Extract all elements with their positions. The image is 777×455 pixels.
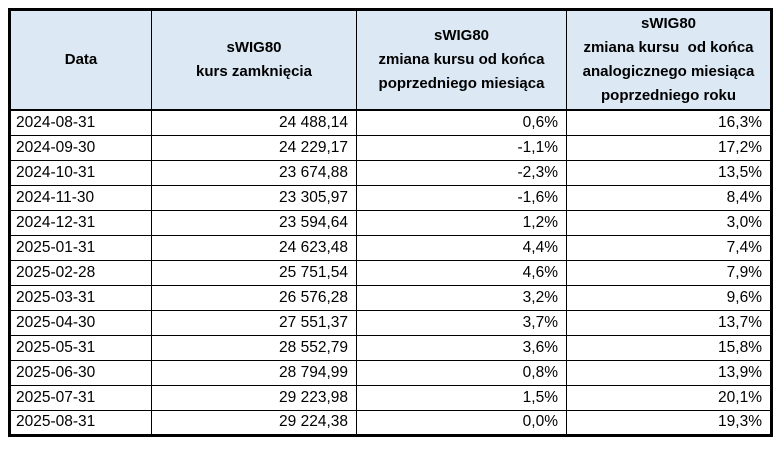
mom-change-cell: 3,7% [356,309,567,336]
yoy-change-cell: 13,9% [566,359,772,386]
header-date: Data [9,9,152,111]
yoy-change-cell: 7,4% [566,234,772,261]
mom-change-cell: -1,1% [356,134,567,161]
date-cell: 2024-10-31 [9,159,152,186]
mom-change-cell: -1,6% [356,184,567,211]
table-row: 2024-11-30 23 305,97 -1,6% 8,4% [9,184,772,211]
date-cell: 2025-05-31 [9,334,152,361]
yoy-change-cell: 19,3% [566,409,772,436]
table-row: 2025-07-31 29 223,98 1,5% 20,1% [9,384,772,411]
table-row: 2025-04-30 27 551,37 3,7% 13,7% [9,309,772,336]
date-cell: 2025-07-31 [9,384,152,411]
date-cell: 2025-08-31 [9,409,152,436]
mom-change-cell: 0,8% [356,359,567,386]
table-row: 2024-12-31 23 594,64 1,2% 3,0% [9,209,772,236]
yoy-change-cell: 16,3% [566,109,772,136]
close-price-cell: 27 551,37 [151,309,357,336]
table-row: 2024-08-31 24 488,14 0,6% 16,3% [9,109,772,136]
yoy-change-cell: 8,4% [566,184,772,211]
table-row: 2025-03-31 26 576,28 3,2% 9,6% [9,284,772,311]
close-price-cell: 24 623,48 [151,234,357,261]
mom-change-cell: -2,3% [356,159,567,186]
table-row: 2025-08-31 29 224,38 0,0% 19,3% [9,409,772,436]
document-page: Data sWIG80 kurs zamknięcia sWIG80 zmian… [8,8,773,437]
header-year-over-year-change: sWIG80 zmiana kursu od końca analogiczne… [566,9,772,111]
close-price-cell: 28 794,99 [151,359,357,386]
mom-change-cell: 1,2% [356,209,567,236]
close-price-cell: 28 552,79 [151,334,357,361]
close-price-cell: 29 223,98 [151,384,357,411]
date-cell: 2024-08-31 [9,109,152,136]
close-price-cell: 23 674,88 [151,159,357,186]
date-cell: 2024-11-30 [9,184,152,211]
header-row: Data sWIG80 kurs zamknięcia sWIG80 zmian… [9,9,772,111]
close-price-cell: 29 224,38 [151,409,357,436]
date-cell: 2025-01-31 [9,234,152,261]
mom-change-cell: 3,6% [356,334,567,361]
date-cell: 2025-02-28 [9,259,152,286]
table-row: 2025-01-31 24 623,48 4,4% 7,4% [9,234,772,261]
mom-change-cell: 0,0% [356,409,567,436]
header-close-price: sWIG80 kurs zamknięcia [151,9,357,111]
header-month-over-month-change: sWIG80 zmiana kursu od końca poprzednieg… [356,9,567,111]
close-price-cell: 23 594,64 [151,209,357,236]
yoy-change-cell: 13,5% [566,159,772,186]
table-row: 2025-02-28 25 751,54 4,6% 7,9% [9,259,772,286]
yoy-change-cell: 17,2% [566,134,772,161]
mom-change-cell: 1,5% [356,384,567,411]
table-row: 2025-05-31 28 552,79 3,6% 15,8% [9,334,772,361]
date-cell: 2025-06-30 [9,359,152,386]
table-row: 2024-09-30 24 229,17 -1,1% 17,2% [9,134,772,161]
table-body: 2024-08-31 24 488,14 0,6% 16,3% 2024-09-30 24… [9,109,772,436]
close-price-cell: 25 751,54 [151,259,357,286]
yoy-change-cell: 3,0% [566,209,772,236]
yoy-change-cell: 20,1% [566,384,772,411]
yoy-change-cell: 7,9% [566,259,772,286]
date-cell: 2024-12-31 [9,209,152,236]
date-cell: 2025-03-31 [9,284,152,311]
close-price-cell: 26 576,28 [151,284,357,311]
table-row: 2025-06-30 28 794,99 0,8% 13,9% [9,359,772,386]
yoy-change-cell: 15,8% [566,334,772,361]
date-cell: 2025-04-30 [9,309,152,336]
close-price-cell: 24 229,17 [151,134,357,161]
swig80-table: Data sWIG80 kurs zamknięcia sWIG80 zmian… [8,8,773,437]
close-price-cell: 24 488,14 [151,109,357,136]
mom-change-cell: 3,2% [356,284,567,311]
yoy-change-cell: 13,7% [566,309,772,336]
table-row: 2024-10-31 23 674,88 -2,3% 13,5% [9,159,772,186]
mom-change-cell: 4,6% [356,259,567,286]
mom-change-cell: 4,4% [356,234,567,261]
date-cell: 2024-09-30 [9,134,152,161]
yoy-change-cell: 9,6% [566,284,772,311]
close-price-cell: 23 305,97 [151,184,357,211]
mom-change-cell: 0,6% [356,109,567,136]
